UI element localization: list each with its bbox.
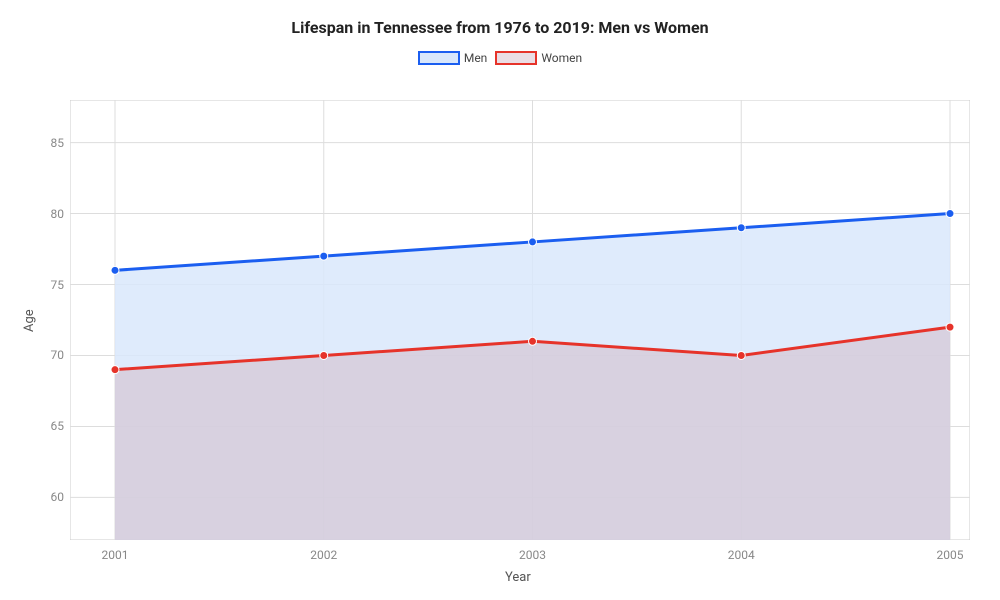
y-tick-label: 75 — [36, 278, 64, 292]
x-tick-label: 2005 — [937, 548, 964, 562]
legend-item-men: Men — [418, 51, 487, 65]
marker-men — [946, 210, 954, 218]
x-axis-label: Year — [505, 570, 531, 585]
marker-women — [320, 351, 328, 359]
y-tick-label: 60 — [36, 490, 64, 504]
y-tick-label: 80 — [36, 207, 64, 221]
marker-women — [111, 366, 119, 374]
y-axis-label: Age — [22, 309, 37, 332]
x-tick-label: 2002 — [310, 548, 337, 562]
y-tick-label: 65 — [36, 419, 64, 433]
x-tick-label: 2003 — [519, 548, 546, 562]
chart-container: Lifespan in Tennessee from 1976 to 2019:… — [0, 0, 1000, 600]
legend-label-women: Women — [541, 51, 582, 65]
marker-women — [529, 337, 537, 345]
legend-item-women: Women — [495, 51, 582, 65]
plot-area — [70, 100, 970, 540]
marker-women — [737, 351, 745, 359]
legend-swatch-women — [495, 51, 537, 65]
chart-title: Lifespan in Tennessee from 1976 to 2019:… — [0, 0, 1000, 37]
x-tick-label: 2001 — [102, 548, 129, 562]
legend-label-men: Men — [464, 51, 487, 65]
y-tick-label: 70 — [36, 348, 64, 362]
marker-men — [529, 238, 537, 246]
marker-men — [737, 224, 745, 232]
x-tick-label: 2004 — [728, 548, 755, 562]
marker-women — [946, 323, 954, 331]
y-tick-label: 85 — [36, 136, 64, 150]
marker-men — [320, 252, 328, 260]
marker-men — [111, 266, 119, 274]
legend-swatch-men — [418, 51, 460, 65]
legend: Men Women — [0, 51, 1000, 65]
